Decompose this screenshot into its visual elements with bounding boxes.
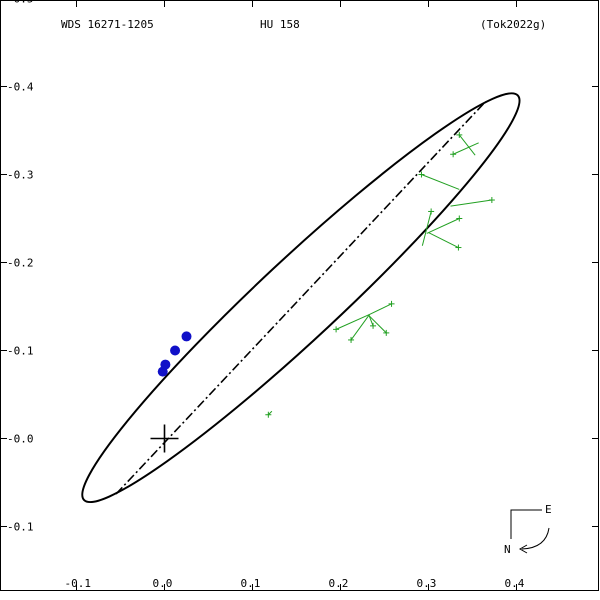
x-tick-label: 0.3 (417, 577, 437, 590)
orbit-layer (81, 92, 521, 504)
x-tick-label: 0.4 (505, 577, 525, 590)
compass-arrowhead (518, 544, 528, 554)
observation-point (181, 331, 192, 342)
y-tick-label: -0.1 (7, 521, 34, 534)
y-tick-label: -0.1 (7, 345, 34, 358)
points-layer (157, 131, 495, 418)
compass-north-label: N (504, 543, 511, 556)
compass-east-arm (510, 509, 542, 539)
x-tick-label: 0.1 (241, 577, 261, 590)
residual-line (267, 410, 273, 416)
line-of-nodes (115, 100, 487, 495)
compass: E N (504, 503, 552, 556)
y-tick-label: -0.4 (7, 81, 34, 94)
observation-point (170, 345, 181, 356)
residual-line (450, 199, 492, 207)
wds-id-label: WDS 16271-1205 (61, 18, 154, 31)
y-tick-label: -0.2 (7, 257, 34, 270)
x-tick-label: 0.2 (329, 577, 349, 590)
residual-line (350, 314, 370, 341)
residual-line (335, 313, 370, 330)
compass-rotation-arrow (521, 527, 550, 550)
observation-point (160, 359, 171, 370)
x-tick-label: 0.0 (153, 577, 173, 590)
orbit-ellipse (81, 92, 521, 504)
residual-line (426, 218, 460, 234)
y-tick-label: -0.5 (7, 0, 34, 6)
axes: -0.1 0.0 0.1 0.2 0.3 0.4 -0.1 -0.0 -0.1 -0.2 -0.3 -… (1, 0, 598, 590)
residual-line (421, 211, 432, 246)
residual-line (452, 142, 479, 155)
compass-east-label: E (545, 503, 552, 516)
residual-line (421, 174, 460, 190)
y-tick-label: -0.3 (7, 169, 34, 182)
residual-line (458, 134, 476, 156)
discoverer-label: HU 158 (260, 18, 300, 31)
residual-line (369, 303, 392, 315)
x-tick-label: -0.1 (65, 577, 92, 590)
reference-label: (Tok2022g) (480, 18, 546, 31)
residual-line (428, 232, 459, 248)
y-tick-label: -0.0 (7, 433, 34, 446)
residual-line (368, 314, 387, 334)
